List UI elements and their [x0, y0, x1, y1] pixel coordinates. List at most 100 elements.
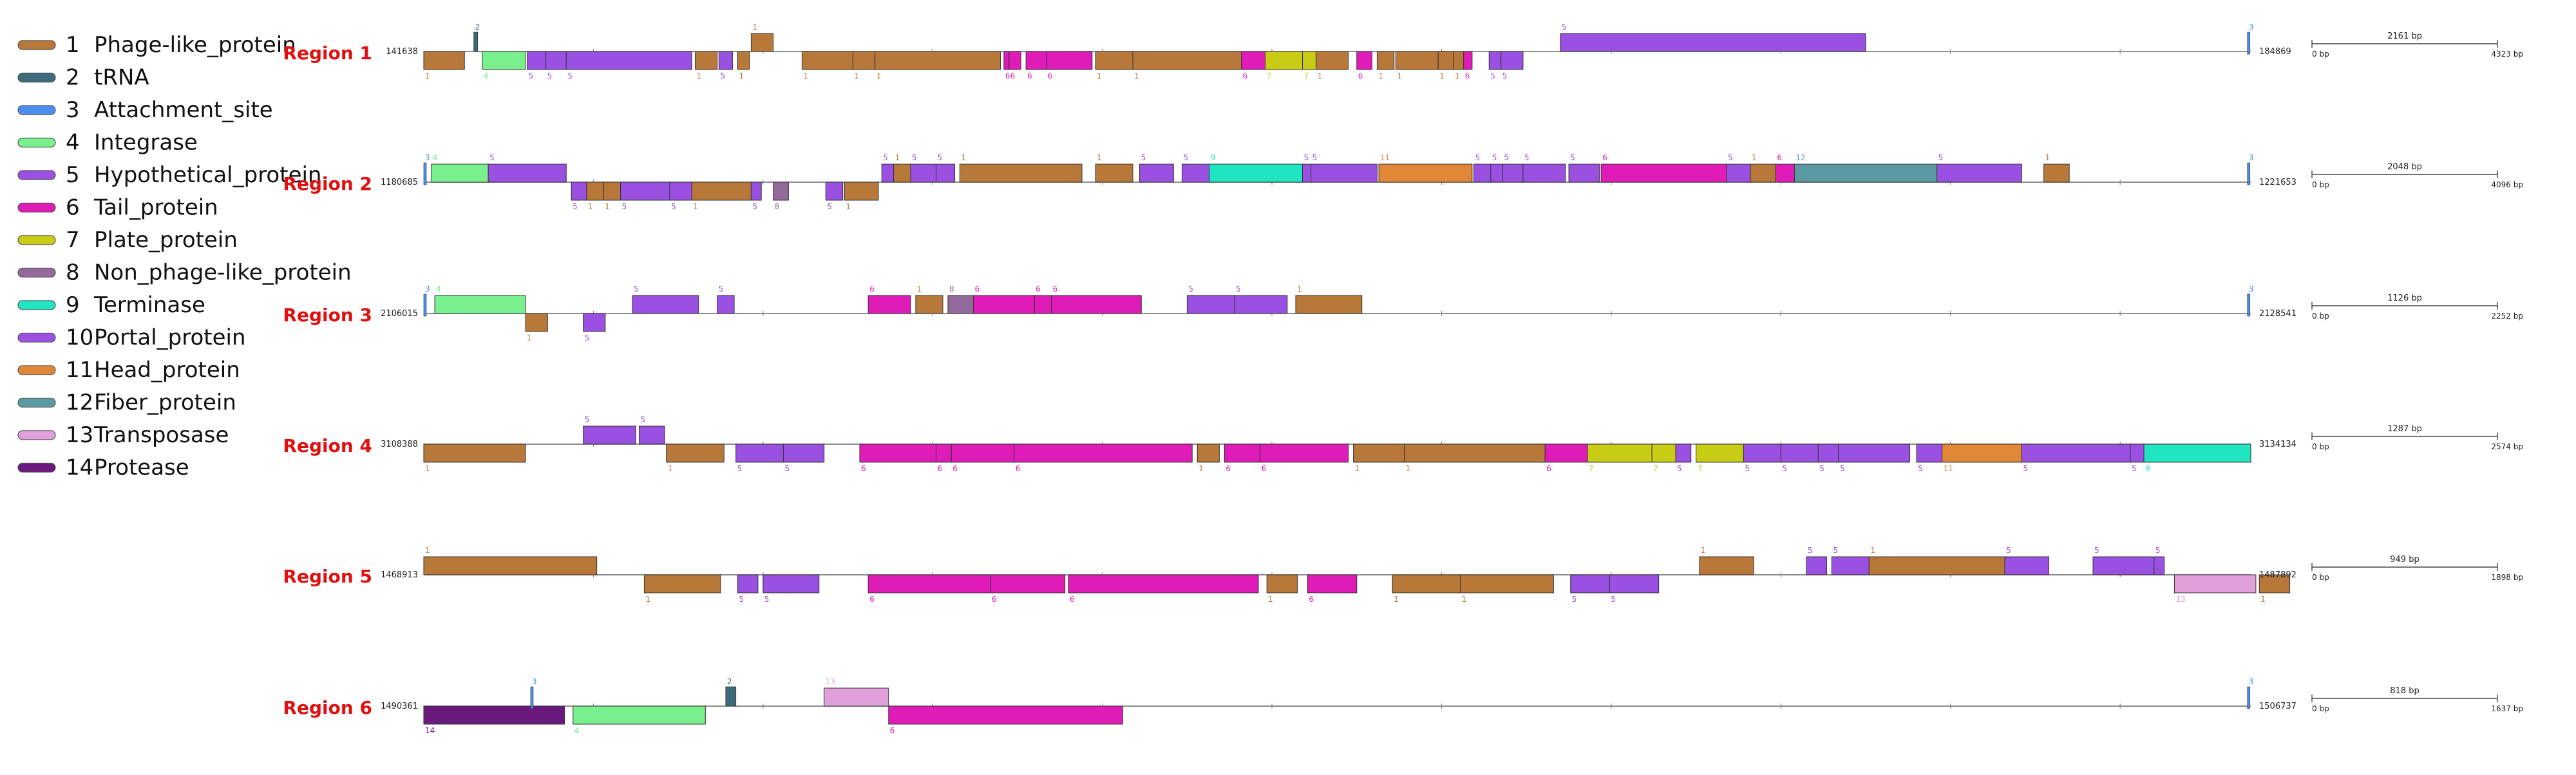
gene-box: [1034, 295, 1052, 314]
gene-class-label: 6: [869, 595, 875, 604]
gene-cls-6: 6: [1260, 444, 1349, 473]
gene-class-label: 6: [1070, 595, 1075, 604]
gene-cls-5: 5: [632, 285, 699, 314]
gene-class-label: 3: [425, 153, 430, 162]
legend-label: Non_phage-like_protein: [94, 260, 352, 286]
legend-number: 14: [66, 455, 93, 481]
gene-class-label: 5: [567, 71, 573, 80]
gene-cls-5: 5: [717, 285, 735, 314]
gene-box: [1473, 163, 1492, 183]
legend-number: 11: [66, 357, 93, 383]
gene-class-label: 1: [739, 71, 744, 80]
gene-cls-5: 5: [1311, 153, 1378, 183]
gene-box: [737, 574, 759, 593]
gene-box: [867, 295, 911, 314]
legend-item-tail-protein: 6 Tail_protein: [17, 195, 218, 221]
gene-cls-1: 1: [666, 444, 724, 473]
gene-class-label: 6: [1546, 464, 1551, 473]
gene-class-label: 1: [2260, 595, 2266, 604]
gene-class-label: 3: [2249, 677, 2254, 686]
gene-cls-1: 1: [852, 51, 876, 80]
gene-box: [888, 705, 1123, 725]
gene-cls-1: 1: [586, 182, 604, 211]
gene-cls-1: 1: [1392, 574, 1461, 604]
gene-class-label: 5: [2155, 546, 2161, 555]
gene-cls-2: 2: [473, 23, 480, 52]
gene-class-label: 4: [436, 285, 441, 294]
legend-swatch: [17, 170, 56, 180]
gene-cls-5: 5: [1501, 51, 1524, 80]
legend-item-portal-protein: 10 Portal_protein: [17, 325, 246, 351]
gene-box: [1295, 295, 1363, 314]
gene-box: [1609, 574, 1660, 593]
legend-label: Terminase: [93, 292, 205, 318]
gene-cls-6: 6: [1009, 51, 1021, 80]
gene-box: [2043, 163, 2070, 183]
gene-box: [867, 574, 991, 593]
gene-class-label: 5: [634, 285, 639, 294]
gene-class-label: 1: [1355, 464, 1360, 473]
gene-cls-1: 1: [750, 23, 774, 52]
gene-class-label: 13: [826, 677, 835, 686]
gene-class-label: 5: [1833, 546, 1838, 555]
gene-cls-6: 6: [1463, 51, 1473, 80]
gene-class-label: 1: [668, 464, 673, 473]
gene-cls-1: 1: [1132, 51, 1242, 80]
gene-class-label: 6: [1777, 153, 1782, 162]
gene-class-label: 7: [1698, 464, 1703, 473]
gene-cls-11: 11: [1942, 444, 2022, 473]
gene-box: [1260, 444, 1349, 463]
gene-cls-13: 13: [824, 677, 889, 707]
gene-box: [762, 574, 820, 593]
trna-mark: [473, 32, 478, 52]
gene-cls-6: 6: [1600, 153, 1727, 183]
region-start: 2106015: [381, 309, 418, 319]
gene-box: [1395, 51, 1439, 70]
gene-box: [1353, 444, 1405, 463]
gene-cls-5: 5: [565, 51, 692, 80]
legend-label: Integrase: [94, 130, 198, 156]
region-start: 141638: [386, 47, 418, 57]
legend-swatch: [17, 365, 56, 375]
gene-box: [639, 425, 665, 445]
scale-max: 2252 bp: [2491, 312, 2523, 321]
gene-class-label: 1: [1701, 546, 1706, 555]
gene-class-label: 6: [1309, 595, 1314, 604]
gene-box: [1560, 33, 1866, 52]
gene-cls-6: 6: [1224, 444, 1261, 473]
gene-cls-5: 5: [1186, 285, 1235, 314]
gene-class-label: 5: [2006, 546, 2011, 555]
gene-class-label: 5: [827, 202, 832, 211]
gene-cls-1: 1: [1376, 51, 1395, 80]
gene-cls-1: 1: [1095, 153, 1133, 183]
gene-cls-4: 4: [573, 705, 706, 735]
gene-class-label: 11: [1380, 153, 1390, 162]
gene-cls-5: 5: [2130, 444, 2145, 473]
gene-box: [2021, 444, 2131, 463]
gene-box: [1675, 444, 1692, 463]
gene-class-label: 1: [854, 71, 859, 80]
gene-cls-1: 1: [1316, 51, 1349, 80]
gene-cls-7: 7: [1587, 444, 1653, 473]
gene-cls-6: 6: [1025, 51, 1047, 80]
gene-cls-5: 5: [527, 51, 547, 80]
gene-cls-2: 2: [725, 677, 737, 707]
gene-class-label: 6: [1016, 464, 1021, 473]
gene-box: [881, 163, 895, 183]
legend-number: 1: [66, 32, 80, 58]
scale-label: 949 bp: [2390, 555, 2419, 565]
region-start: 1180685: [381, 178, 418, 187]
scale-min: 0 bp: [2312, 50, 2329, 59]
gene-cls-1: 1: [525, 313, 548, 342]
gene-class-label: 1: [1394, 595, 1399, 604]
legend-item-phage-like-protein: 1 Phage-like_protein: [17, 32, 296, 58]
attachment-site-mark: [423, 162, 427, 185]
gene-box: [1522, 163, 1566, 183]
region-end: 1221653: [2259, 178, 2297, 187]
gene-class-label: 5: [2094, 546, 2099, 555]
gene-class-label: 1: [1870, 546, 1875, 555]
gene-cls-5: 5: [2154, 546, 2165, 575]
gene-box: [893, 163, 911, 183]
gene-cls-5: 5: [1568, 153, 1600, 183]
